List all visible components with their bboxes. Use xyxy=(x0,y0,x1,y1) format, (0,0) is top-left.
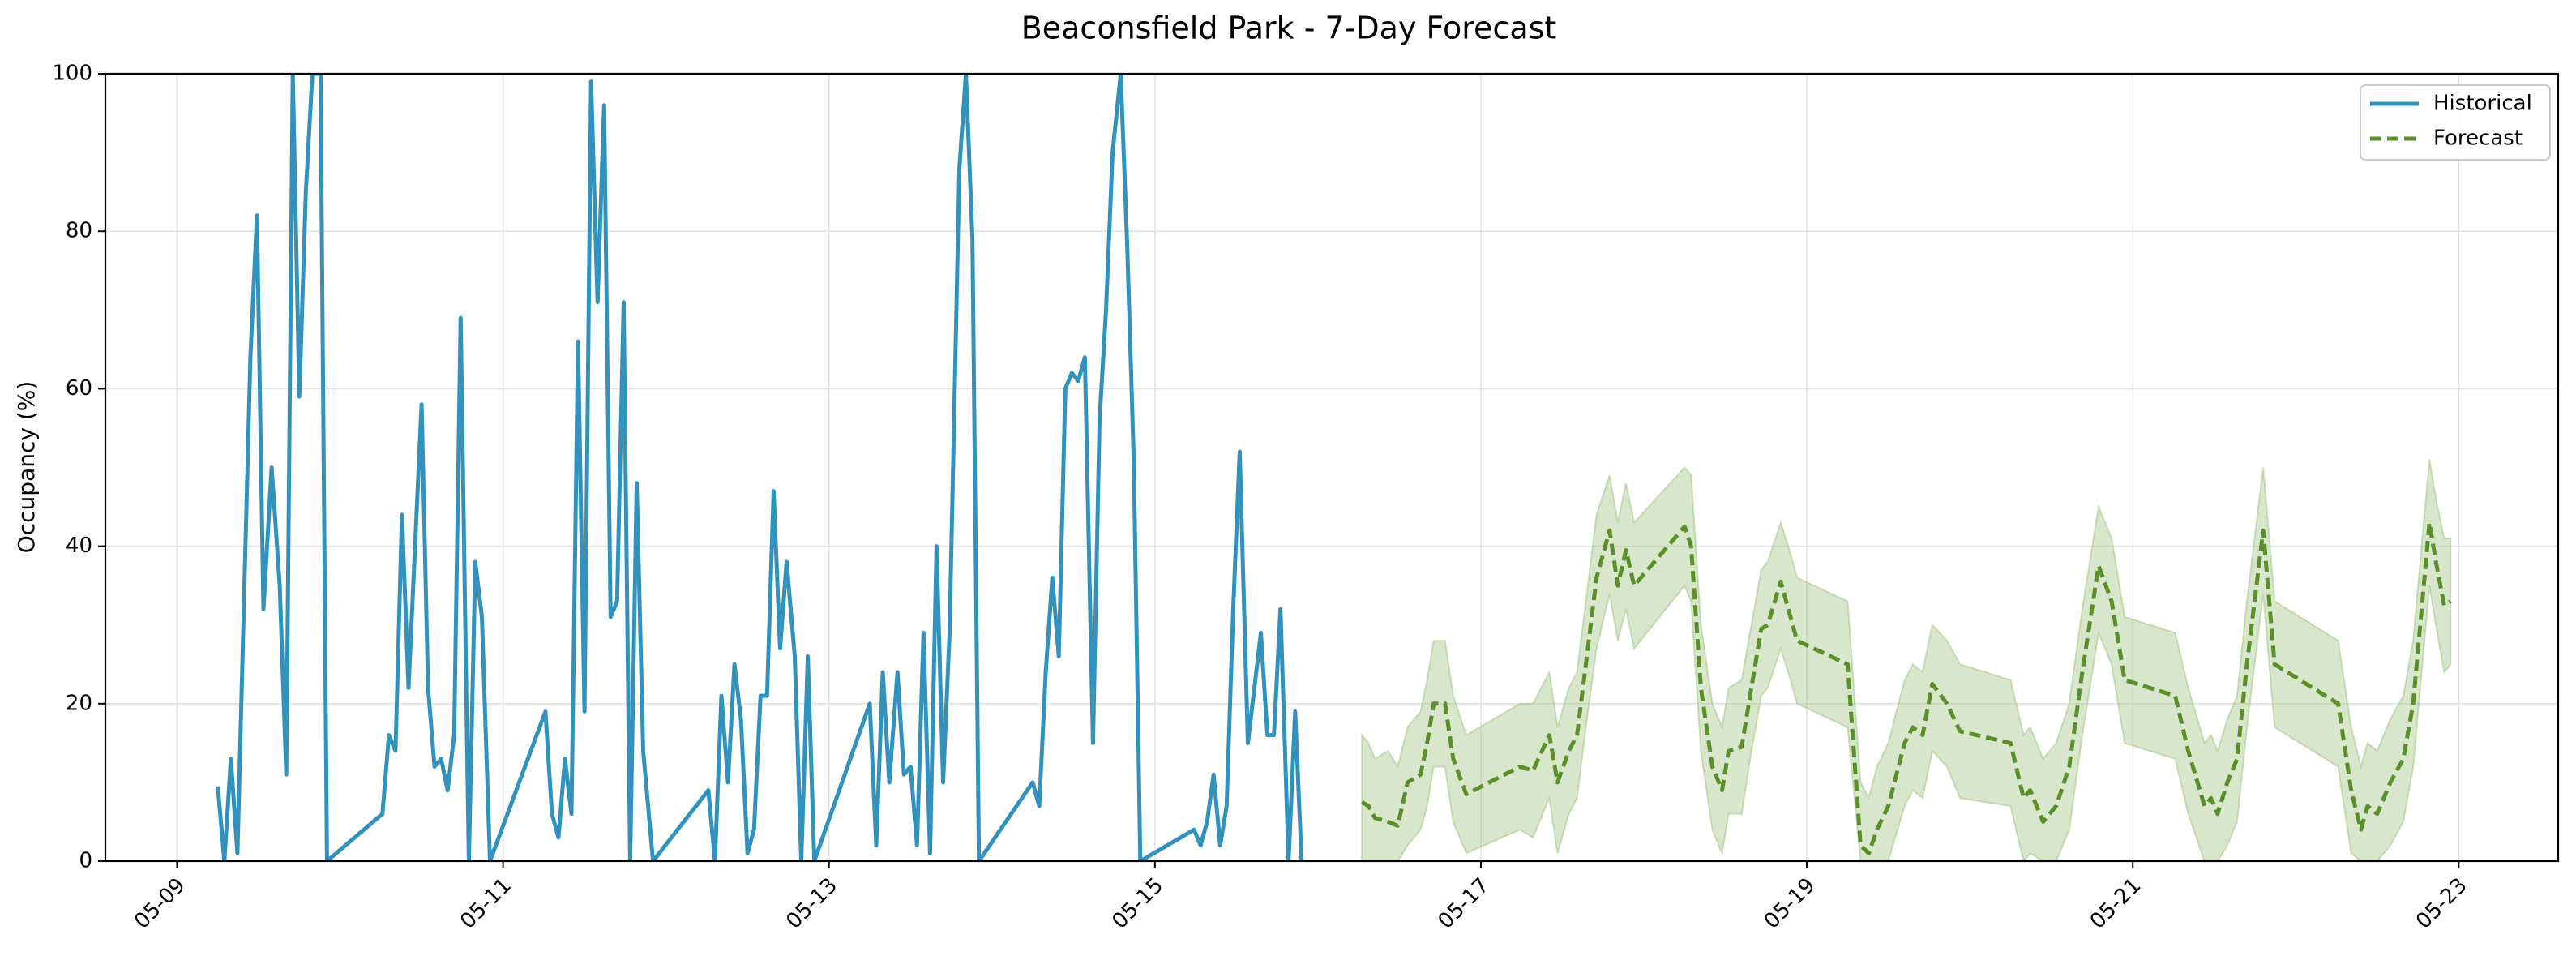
y-tick-label: 40 xyxy=(66,534,92,558)
series-line xyxy=(1360,521,2452,855)
y-tick-label: 80 xyxy=(66,219,92,243)
y-tick-label: 0 xyxy=(79,849,92,873)
chart-title: Beaconsfield Park - 7-Day Forecast xyxy=(1021,11,1557,46)
x-tick-label: 05-19 xyxy=(1760,873,1821,934)
x-tick-label: 05-17 xyxy=(1434,873,1495,934)
y-tick-label: 20 xyxy=(66,691,92,715)
x-tick-label: 05-09 xyxy=(130,873,190,934)
y-tick-label: 100 xyxy=(52,62,92,86)
legend: Historical Forecast xyxy=(2360,84,2551,161)
axes: 0 20 40 60 80 100 05-09 05-11 05-13 05-15 05-17 05-… xyxy=(52,62,2471,934)
legend-label: Forecast xyxy=(2433,126,2523,151)
y-tick-label: 60 xyxy=(66,376,92,401)
legend-label: Historical xyxy=(2433,92,2532,116)
x-tick-label: 05-23 xyxy=(2411,873,2472,934)
plot-area xyxy=(216,74,2452,861)
x-tick-label: 05-11 xyxy=(456,873,516,934)
plot-frame xyxy=(104,72,2560,863)
x-tick-label: 05-13 xyxy=(781,873,842,934)
x-tick-label: 05-15 xyxy=(1107,873,1168,934)
y-axis-label: Occupancy (%) xyxy=(13,381,40,554)
confidence-band xyxy=(1361,459,2452,861)
x-tick-label: 05-21 xyxy=(2086,873,2146,934)
series-line xyxy=(216,74,1304,861)
